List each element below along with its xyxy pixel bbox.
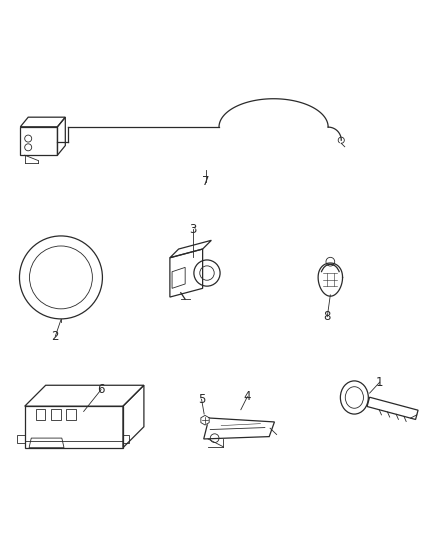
Text: 2: 2: [52, 330, 59, 343]
Text: 8: 8: [324, 310, 331, 323]
Text: 6: 6: [97, 383, 105, 396]
Text: 1: 1: [376, 376, 383, 389]
Text: 3: 3: [189, 223, 197, 236]
Polygon shape: [201, 415, 209, 425]
Text: 4: 4: [244, 390, 251, 403]
Text: 5: 5: [198, 393, 205, 406]
Text: 7: 7: [202, 175, 210, 188]
